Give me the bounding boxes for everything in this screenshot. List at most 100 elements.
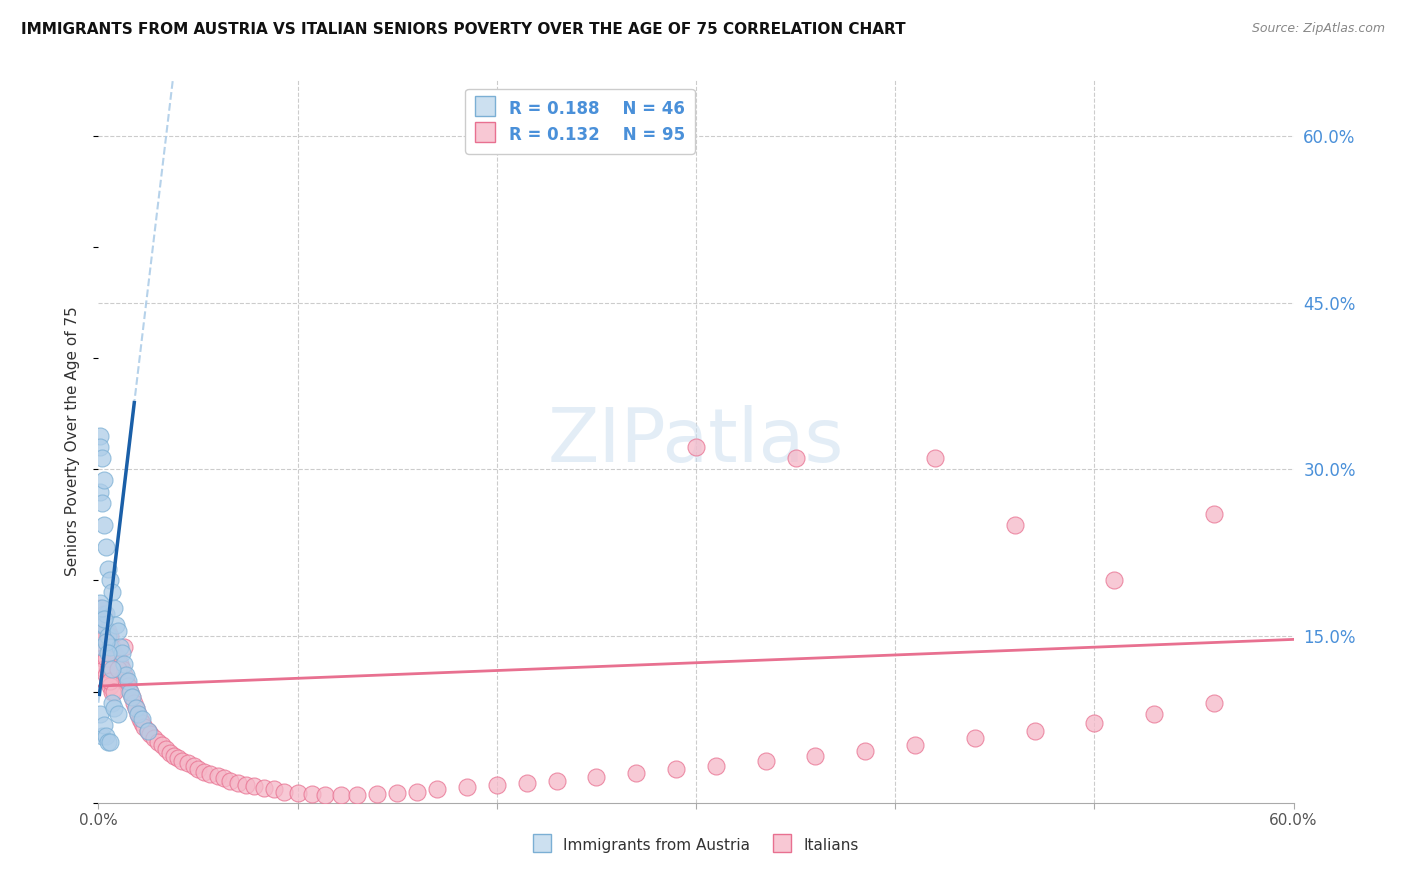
Point xyxy=(97,624,120,638)
Point xyxy=(183,759,205,773)
Point xyxy=(253,781,276,796)
Point xyxy=(685,440,707,454)
Point xyxy=(924,451,946,466)
Point xyxy=(103,701,125,715)
Point xyxy=(129,713,152,727)
Point xyxy=(226,776,249,790)
Point xyxy=(101,584,124,599)
Text: Source: ZipAtlas.com: Source: ZipAtlas.com xyxy=(1251,22,1385,36)
Point xyxy=(96,634,118,648)
Point xyxy=(120,684,142,698)
Point xyxy=(1004,517,1026,532)
Point xyxy=(91,729,114,743)
Text: IMMIGRANTS FROM AUSTRIA VS ITALIAN SENIORS POVERTY OVER THE AGE OF 75 CORRELATIO: IMMIGRANTS FROM AUSTRIA VS ITALIAN SENIO… xyxy=(21,22,905,37)
Point xyxy=(107,657,129,671)
Point xyxy=(89,484,111,499)
Point xyxy=(98,673,122,688)
Point xyxy=(330,788,353,802)
Point xyxy=(1083,715,1105,730)
Point xyxy=(406,785,429,799)
Point xyxy=(93,718,115,732)
Point xyxy=(193,764,215,779)
Point xyxy=(89,640,111,655)
Point xyxy=(101,696,124,710)
Point xyxy=(125,701,148,715)
Point xyxy=(97,734,120,748)
Point xyxy=(103,684,125,698)
Point xyxy=(1202,696,1225,710)
Point xyxy=(97,662,120,676)
Point xyxy=(243,779,266,793)
Point xyxy=(366,787,388,801)
Point xyxy=(91,651,114,665)
Point xyxy=(115,673,138,688)
Point xyxy=(139,727,162,741)
Point xyxy=(136,723,159,738)
Point xyxy=(93,517,115,532)
Point xyxy=(134,720,156,734)
Point xyxy=(963,731,986,746)
Point xyxy=(301,787,323,801)
Point xyxy=(219,773,242,788)
Legend: Immigrants from Austria, Italians: Immigrants from Austria, Italians xyxy=(527,830,865,860)
Point xyxy=(124,696,146,710)
Point xyxy=(112,640,135,655)
Point xyxy=(107,662,129,676)
Point xyxy=(485,778,508,792)
Point xyxy=(112,668,135,682)
Point xyxy=(103,601,125,615)
Point xyxy=(111,662,134,676)
Point xyxy=(704,759,727,773)
Point xyxy=(121,690,143,705)
Point xyxy=(127,706,149,721)
Point xyxy=(97,629,120,643)
Point xyxy=(385,786,409,800)
Point xyxy=(93,662,115,676)
Point xyxy=(98,574,122,588)
Point xyxy=(110,657,132,671)
Point xyxy=(96,729,118,743)
Point xyxy=(143,731,166,746)
Point xyxy=(97,646,120,660)
Point xyxy=(110,640,132,655)
Point xyxy=(159,746,181,760)
Point xyxy=(516,776,538,790)
Point xyxy=(167,751,190,765)
Point xyxy=(1143,706,1166,721)
Point xyxy=(91,601,114,615)
Point xyxy=(1202,507,1225,521)
Point xyxy=(853,743,876,757)
Point xyxy=(1104,574,1126,588)
Point xyxy=(96,624,118,638)
Point xyxy=(91,451,114,466)
Point xyxy=(804,749,827,764)
Point xyxy=(91,629,114,643)
Point xyxy=(117,673,139,688)
Point xyxy=(101,684,124,698)
Point xyxy=(112,657,135,671)
Point xyxy=(546,773,568,788)
Point xyxy=(155,742,177,756)
Point xyxy=(98,679,122,693)
Point xyxy=(121,690,143,705)
Point xyxy=(89,706,111,721)
Point xyxy=(315,788,337,802)
Point xyxy=(107,706,129,721)
Point xyxy=(96,540,118,554)
Point xyxy=(626,765,648,780)
Point xyxy=(101,662,124,676)
Point xyxy=(117,679,139,693)
Point xyxy=(426,782,449,797)
Point xyxy=(125,701,148,715)
Point xyxy=(187,763,209,777)
Point xyxy=(585,770,607,784)
Point xyxy=(93,474,115,488)
Point xyxy=(89,429,111,443)
Point xyxy=(98,629,122,643)
Point xyxy=(91,496,114,510)
Point xyxy=(98,640,122,655)
Point xyxy=(89,596,111,610)
Point xyxy=(97,673,120,688)
Point xyxy=(97,562,120,576)
Point xyxy=(91,640,114,655)
